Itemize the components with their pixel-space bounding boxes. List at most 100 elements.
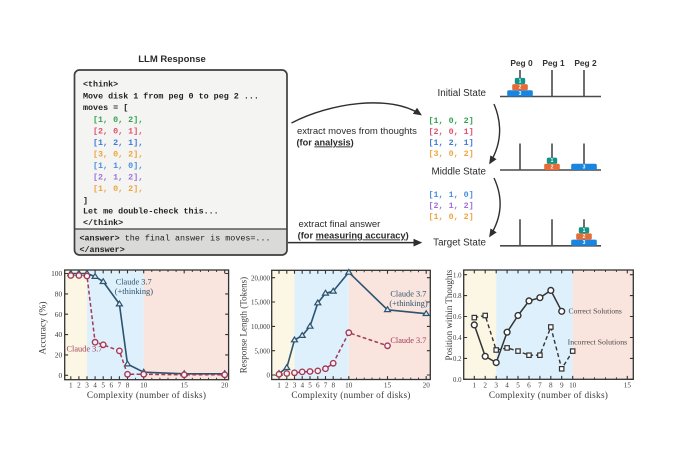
svg-text:7: 7 <box>324 382 328 390</box>
svg-text:Complexity (number of disks): Complexity (number of disks) <box>291 390 410 401</box>
svg-text:8: 8 <box>549 381 553 389</box>
svg-text:15,000: 15,000 <box>251 300 271 307</box>
svg-text:0: 0 <box>58 371 62 380</box>
svg-text:<answer> the final answer is m: <answer> the final answer is moves=... <box>80 233 271 243</box>
svg-text:6: 6 <box>527 381 531 389</box>
svg-text:Correct Solutions: Correct Solutions <box>569 307 622 316</box>
svg-text:20: 20 <box>423 382 431 390</box>
svg-text:1: 1 <box>69 382 73 390</box>
svg-text:Complexity (number of disks): Complexity (number of disks) <box>87 390 206 401</box>
svg-text:Move disk 1 from peg 0 to peg: Move disk 1 from peg 0 to peg 2 ... <box>83 92 259 102</box>
svg-text:[1, 0, 2],: [1, 0, 2], <box>93 184 143 194</box>
svg-text:3: 3 <box>519 91 522 97</box>
svg-text:(for analysis): (for analysis) <box>297 137 354 147</box>
svg-text:4: 4 <box>505 381 509 389</box>
svg-text:Response Length (Tokens): Response Length (Tokens) <box>239 277 249 373</box>
svg-text:[1, 0, 2]: [1, 0, 2] <box>429 212 474 222</box>
svg-text:Claude 3.7: Claude 3.7 <box>67 345 103 354</box>
svg-text:</think>: </think> <box>83 218 123 228</box>
svg-text:extract final answer: extract final answer <box>299 219 381 230</box>
svg-text:40: 40 <box>55 330 63 339</box>
svg-text:Claude 3.7: Claude 3.7 <box>116 278 152 287</box>
svg-text:7: 7 <box>538 381 542 389</box>
svg-text:1: 1 <box>519 79 522 85</box>
svg-text:[1, 1, 0],: [1, 1, 0], <box>93 161 143 171</box>
svg-text:60: 60 <box>55 310 63 319</box>
svg-text:7: 7 <box>118 382 122 390</box>
svg-text:5,000: 5,000 <box>254 348 270 355</box>
svg-text:[2, 1, 2]: [2, 1, 2] <box>429 201 474 211</box>
svg-text:3: 3 <box>85 382 89 390</box>
svg-text:15: 15 <box>384 382 392 390</box>
svg-text:0: 0 <box>267 373 271 380</box>
svg-text:0.6: 0.6 <box>453 314 462 321</box>
svg-text:]: ] <box>83 196 88 206</box>
svg-text:20,000: 20,000 <box>251 275 271 282</box>
svg-text:5: 5 <box>516 381 520 389</box>
svg-text:1.0: 1.0 <box>453 272 462 279</box>
svg-text:[3, 0, 2],: [3, 0, 2], <box>93 150 143 160</box>
svg-text:9: 9 <box>560 381 564 389</box>
svg-text:[2, 0, 1]: [2, 0, 1] <box>429 127 474 137</box>
svg-text:1: 1 <box>473 381 477 389</box>
svg-text:8: 8 <box>331 382 335 390</box>
svg-text:5: 5 <box>101 382 105 390</box>
svg-text:Target State: Target State <box>433 238 486 249</box>
svg-text:20: 20 <box>55 351 63 360</box>
svg-text:10: 10 <box>140 382 148 390</box>
svg-text:</answer>: </answer> <box>80 245 125 255</box>
svg-text:15: 15 <box>624 381 632 389</box>
svg-text:3: 3 <box>494 381 498 389</box>
svg-text:3: 3 <box>583 240 586 246</box>
svg-text:Let me double-check this...: Let me double-check this... <box>83 207 219 217</box>
svg-text:10: 10 <box>345 382 353 390</box>
svg-text:6: 6 <box>110 382 114 390</box>
svg-text:1: 1 <box>277 382 281 390</box>
svg-text:5: 5 <box>308 382 312 390</box>
svg-text:[1, 2, 1]: [1, 2, 1] <box>429 138 474 148</box>
svg-text:3: 3 <box>583 164 586 170</box>
svg-text:0.4: 0.4 <box>453 335 462 342</box>
svg-text:(+thinking): (+thinking) <box>115 287 153 296</box>
svg-text:Incorrect Solutions: Incorrect Solutions <box>568 337 628 346</box>
svg-text:10,000: 10,000 <box>251 324 271 331</box>
svg-text:100: 100 <box>51 269 62 278</box>
svg-text:[2, 0, 1],: [2, 0, 1], <box>93 126 143 136</box>
svg-text:0.8: 0.8 <box>453 293 462 300</box>
svg-text:Initial State: Initial State <box>438 88 487 99</box>
svg-text:Claude 3.7: Claude 3.7 <box>390 290 426 299</box>
svg-text:<think>: <think> <box>83 80 118 90</box>
svg-text:[1, 1, 0]: [1, 1, 0] <box>429 190 474 200</box>
svg-text:4: 4 <box>93 382 97 390</box>
svg-text:Peg 0: Peg 0 <box>510 58 533 68</box>
svg-text:3: 3 <box>293 382 297 390</box>
svg-text:Middle State: Middle State <box>432 167 487 178</box>
svg-text:6: 6 <box>316 382 320 390</box>
svg-text:LLM Response: LLM Response <box>138 54 206 65</box>
svg-text:[3, 0, 2]: [3, 0, 2] <box>429 149 474 159</box>
svg-text:Position within Thoughts: Position within Thoughts <box>444 269 454 360</box>
svg-text:1: 1 <box>583 228 586 234</box>
svg-text:Claude 3.7: Claude 3.7 <box>390 336 426 345</box>
svg-text:extract moves from thoughts: extract moves from thoughts <box>297 126 417 137</box>
svg-text:moves = [: moves = [ <box>83 103 128 113</box>
svg-text:15: 15 <box>181 382 189 390</box>
svg-text:[2, 1, 2],: [2, 1, 2], <box>93 173 143 183</box>
svg-text:80: 80 <box>55 289 63 298</box>
svg-text:20: 20 <box>221 382 229 390</box>
svg-text:2: 2 <box>483 381 487 389</box>
svg-text:10: 10 <box>569 381 577 389</box>
svg-text:Complexity (number of disks): Complexity (number of disks) <box>489 390 608 401</box>
svg-text:4: 4 <box>300 382 304 390</box>
svg-text:(for measuring accuracy): (for measuring accuracy) <box>298 230 409 240</box>
svg-text:2: 2 <box>285 382 289 390</box>
svg-text:2: 2 <box>519 85 522 91</box>
svg-text:2: 2 <box>583 234 586 240</box>
svg-text:0.2: 0.2 <box>453 356 462 363</box>
svg-text:Peg 1: Peg 1 <box>542 58 565 68</box>
svg-text:[1, 0, 2]: [1, 0, 2] <box>429 116 474 126</box>
svg-text:2: 2 <box>77 382 81 390</box>
svg-text:[1, 2, 1],: [1, 2, 1], <box>93 138 143 148</box>
svg-text:1: 1 <box>551 158 554 164</box>
svg-text:8: 8 <box>126 382 130 390</box>
